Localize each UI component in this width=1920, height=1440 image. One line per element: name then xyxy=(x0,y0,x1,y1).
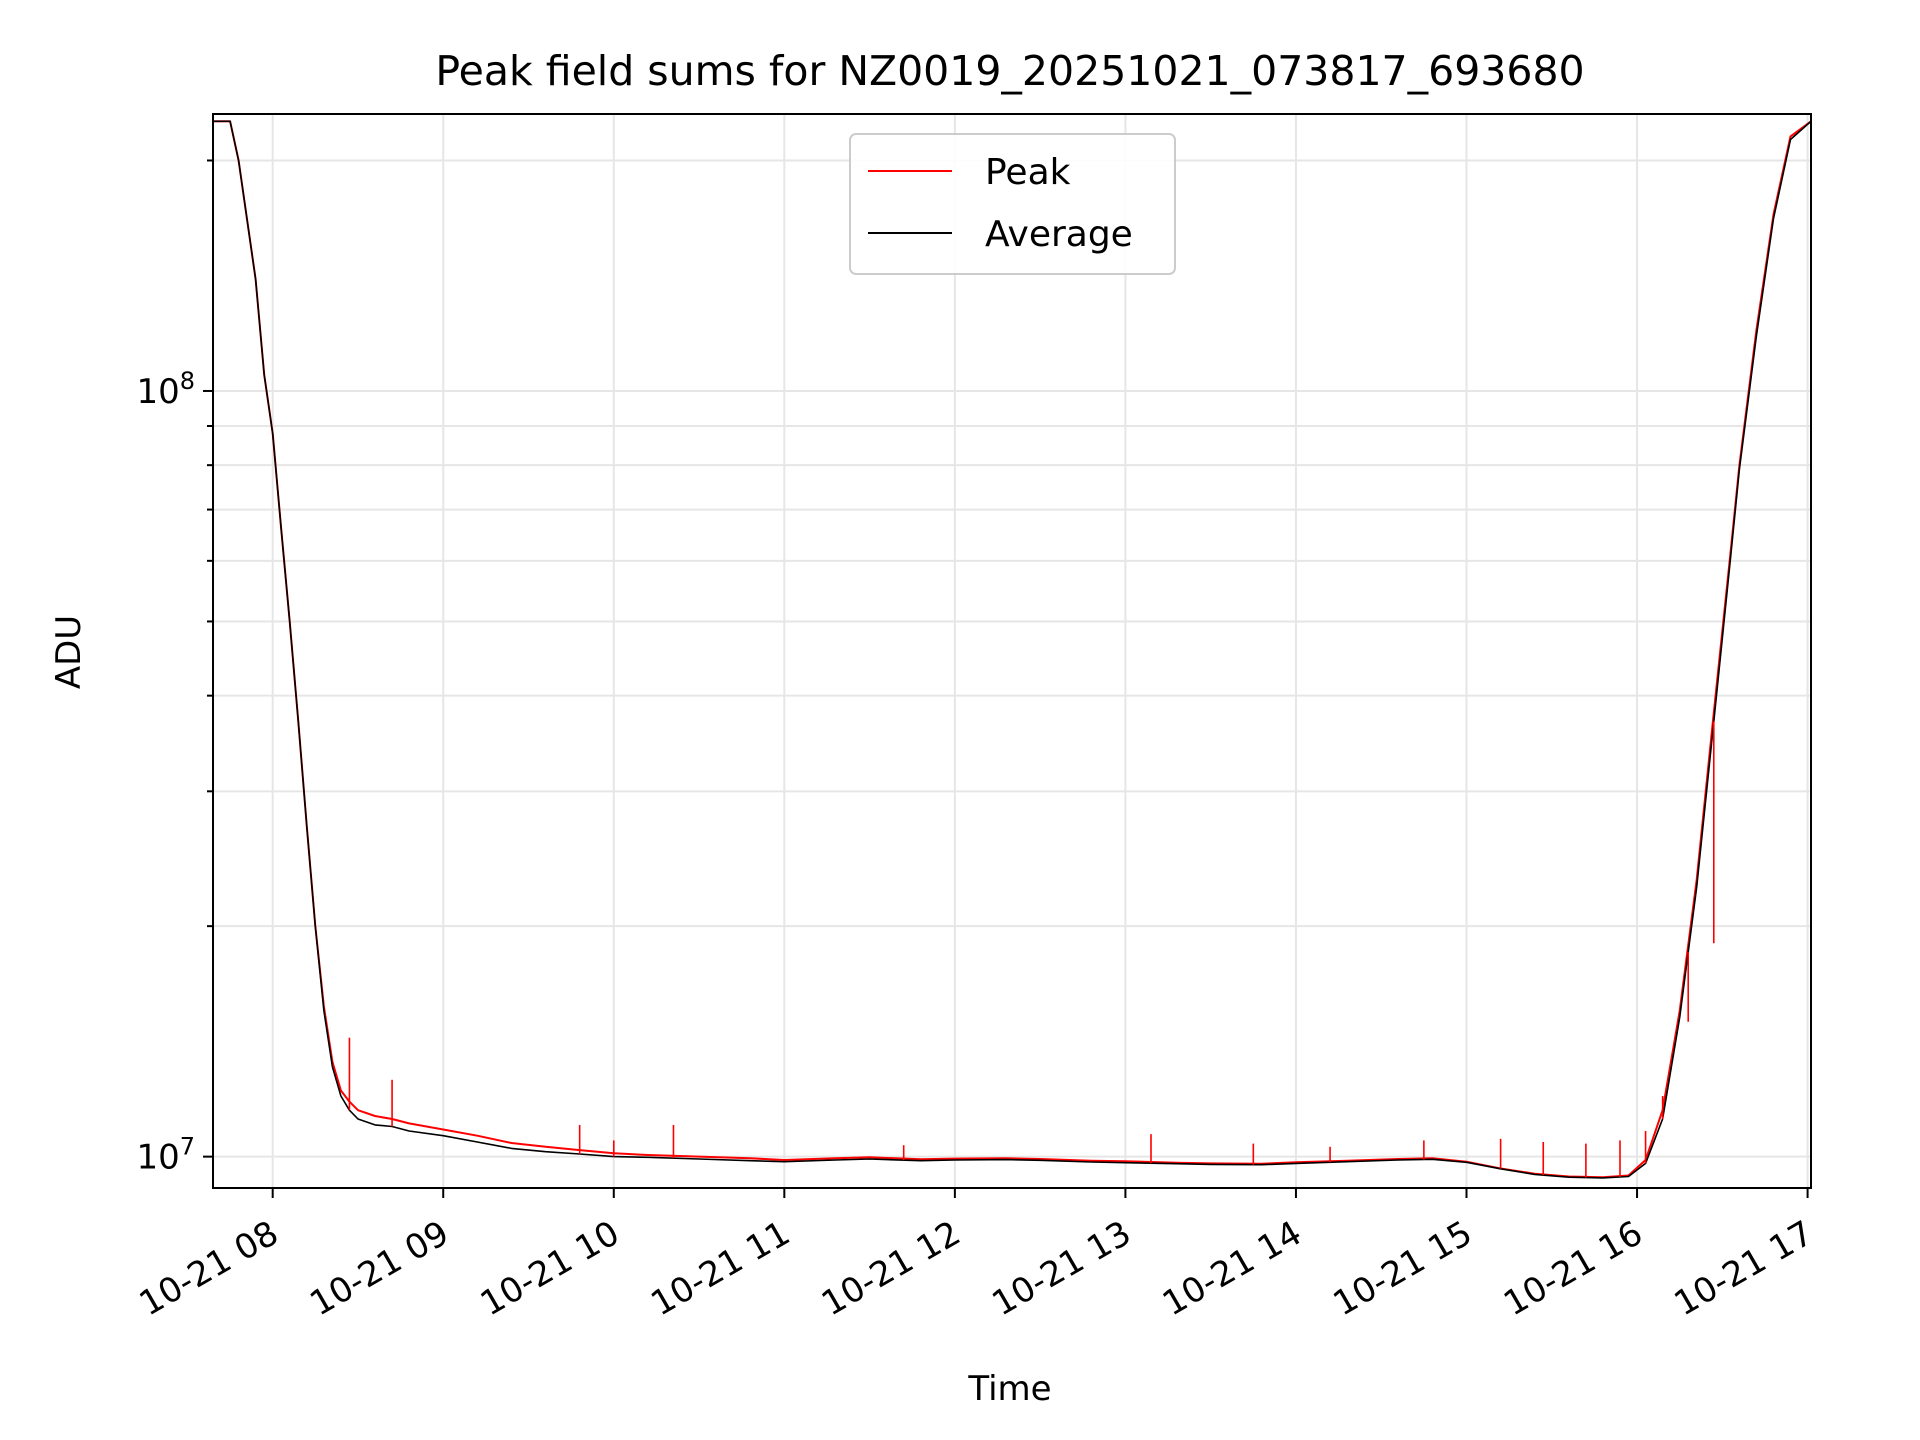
x-axis-title: Time xyxy=(967,1369,1051,1409)
y-tick-label: 108 xyxy=(136,367,195,412)
x-tick-label: 10-21 12 xyxy=(815,1213,967,1324)
x-axis: 10-21 08 10-21 09 10-21 10 10-21 11 10-21 12… xyxy=(133,1188,1820,1324)
y-axis: 107 108 xyxy=(136,159,213,1178)
series-line-average xyxy=(213,120,1812,1179)
y-tick-label: 107 xyxy=(136,1133,195,1178)
legend-label-average: Average xyxy=(985,214,1133,255)
x-tick-label: 10-21 11 xyxy=(644,1213,796,1324)
series-layer xyxy=(213,120,1812,1179)
x-tick-label: 10-21 09 xyxy=(303,1213,455,1324)
legend: Peak Average xyxy=(849,133,1176,275)
x-tick-label: 10-21 13 xyxy=(986,1213,1138,1324)
legend-box xyxy=(849,133,1176,275)
grid-lines xyxy=(213,114,1811,1188)
x-tick-label: 10-21 10 xyxy=(474,1213,626,1324)
x-tick-label: 10-21 08 xyxy=(133,1213,285,1324)
x-tick-label: 10-21 16 xyxy=(1497,1213,1649,1324)
x-tick-label: 10-21 14 xyxy=(1156,1213,1308,1324)
series-line-peak xyxy=(213,120,1812,1179)
plot-frame xyxy=(212,113,1812,1189)
chart-title: Peak field sums for NZ0019_20251021_0738… xyxy=(435,47,1584,95)
x-tick-label: 10-21 17 xyxy=(1668,1213,1820,1324)
y-axis-title: ADU xyxy=(49,615,89,689)
x-tick-label: 10-21 15 xyxy=(1327,1213,1479,1324)
legend-label-peak: Peak xyxy=(985,152,1071,193)
